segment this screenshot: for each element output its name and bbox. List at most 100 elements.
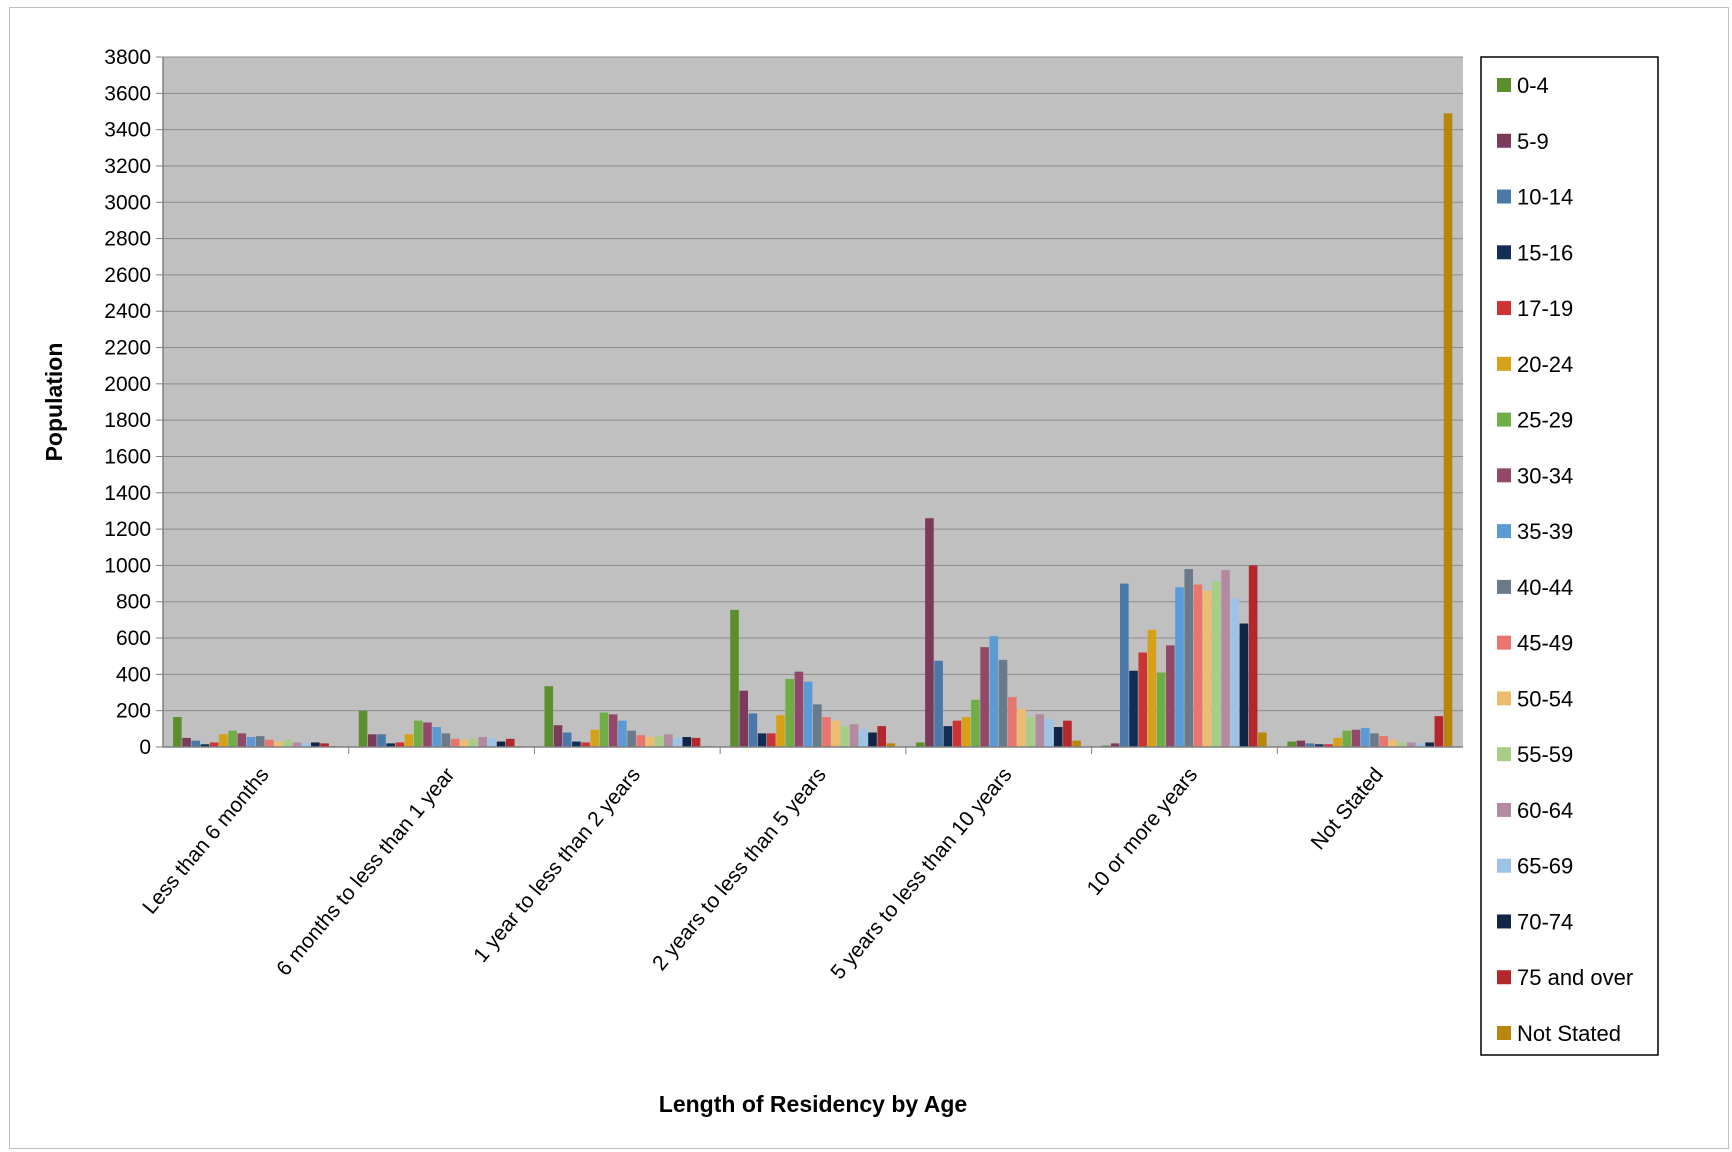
legend: 0-4 5-9 10-14 15-16 17-19 20-24 25-29 30-34 35-3… bbox=[1480, 56, 1659, 1056]
y-tick-label: 2400 bbox=[104, 300, 151, 323]
bar bbox=[980, 647, 989, 747]
bar bbox=[1258, 732, 1267, 747]
bar bbox=[877, 726, 886, 747]
bar bbox=[1202, 590, 1212, 747]
bar bbox=[423, 722, 432, 747]
bar bbox=[301, 743, 311, 747]
bar bbox=[831, 720, 840, 747]
bar bbox=[776, 715, 785, 747]
bar bbox=[1053, 727, 1063, 747]
bar bbox=[1379, 736, 1388, 747]
bar bbox=[608, 714, 618, 747]
y-tick-label: 3200 bbox=[104, 155, 151, 178]
bar bbox=[505, 738, 515, 747]
legend-label: 55-59 bbox=[1517, 742, 1573, 767]
bar bbox=[228, 730, 237, 747]
bar bbox=[358, 710, 368, 747]
bar bbox=[1212, 581, 1221, 747]
bar bbox=[1425, 742, 1434, 747]
bars bbox=[173, 113, 1453, 747]
bar bbox=[1305, 743, 1315, 747]
bar bbox=[1221, 569, 1230, 747]
bar bbox=[478, 737, 487, 747]
bar bbox=[1434, 716, 1444, 747]
bar bbox=[1166, 645, 1175, 747]
bar bbox=[1416, 743, 1425, 747]
legend-swatch bbox=[1497, 189, 1511, 204]
y-tick-label: 3400 bbox=[104, 119, 151, 142]
bar bbox=[1129, 670, 1138, 747]
legend-label: 30-34 bbox=[1517, 463, 1573, 488]
bar bbox=[553, 725, 563, 747]
bar bbox=[840, 726, 850, 747]
bar bbox=[998, 659, 1008, 747]
legend-label: 60-64 bbox=[1517, 798, 1573, 823]
x-tick-label: Less than 6 months bbox=[138, 763, 273, 918]
bar bbox=[915, 742, 925, 747]
y-tick-label: 3800 bbox=[104, 46, 151, 69]
legend-label: 45-49 bbox=[1517, 631, 1573, 656]
bar bbox=[925, 518, 934, 747]
legend-label: 35-39 bbox=[1517, 519, 1573, 544]
bar bbox=[320, 743, 329, 747]
x-tick-label: 6 months to less than 1 year bbox=[272, 763, 459, 980]
bar bbox=[292, 742, 302, 747]
bar bbox=[952, 720, 962, 747]
bar bbox=[1397, 742, 1407, 747]
bar bbox=[377, 734, 386, 747]
bar bbox=[1239, 623, 1249, 747]
legend-swatch bbox=[1497, 1026, 1511, 1040]
bar bbox=[246, 737, 256, 747]
legend-label: 17-19 bbox=[1517, 296, 1573, 321]
x-tick-label: 2 years to less than 5 years bbox=[648, 763, 831, 975]
bar bbox=[1333, 737, 1342, 747]
y-tick-label: 1800 bbox=[104, 409, 151, 432]
bar bbox=[432, 727, 441, 747]
bar bbox=[654, 736, 664, 747]
bar bbox=[1175, 587, 1184, 747]
bar bbox=[785, 678, 794, 747]
legend-label: 65-69 bbox=[1517, 854, 1573, 879]
legend-label: 10-14 bbox=[1517, 185, 1573, 210]
bar bbox=[1406, 742, 1416, 747]
bar bbox=[1443, 113, 1453, 747]
legend-swatch bbox=[1497, 412, 1511, 427]
bar bbox=[1248, 565, 1258, 747]
bar bbox=[395, 742, 405, 747]
legend-swatch bbox=[1497, 133, 1511, 148]
legend-swatch bbox=[1497, 468, 1511, 483]
y-tick-label: 600 bbox=[116, 627, 151, 650]
bar bbox=[487, 737, 497, 747]
legend-label: 40-44 bbox=[1517, 575, 1573, 600]
bar bbox=[739, 690, 748, 747]
bar bbox=[255, 736, 265, 747]
bar bbox=[386, 743, 395, 747]
bar bbox=[544, 686, 554, 747]
bar bbox=[209, 742, 219, 747]
bar bbox=[691, 737, 701, 747]
x-tick-label: 10 or more years bbox=[1083, 763, 1203, 899]
bar bbox=[627, 730, 636, 747]
legend-label: 75 and over bbox=[1517, 965, 1633, 990]
legend-swatch bbox=[1497, 970, 1511, 985]
legend-swatch bbox=[1497, 747, 1511, 762]
y-axis-title: Population bbox=[41, 343, 67, 462]
y-tick-label: 1000 bbox=[104, 554, 151, 577]
y-tick-label: 3600 bbox=[104, 82, 151, 105]
y-tick-label: 1600 bbox=[104, 445, 151, 468]
bar bbox=[961, 717, 971, 747]
bar bbox=[1324, 744, 1333, 747]
bar bbox=[562, 732, 572, 747]
bar bbox=[367, 734, 377, 747]
bar bbox=[645, 737, 655, 747]
bar bbox=[404, 734, 414, 747]
bar bbox=[868, 732, 877, 747]
bar bbox=[1314, 744, 1324, 747]
legend-swatch bbox=[1497, 635, 1511, 650]
legend-swatch bbox=[1497, 579, 1511, 594]
bar bbox=[1147, 629, 1157, 747]
legend-swatch bbox=[1497, 78, 1511, 92]
bar bbox=[1287, 741, 1296, 747]
legend-label: 20-24 bbox=[1517, 352, 1573, 377]
bar bbox=[1296, 740, 1306, 747]
